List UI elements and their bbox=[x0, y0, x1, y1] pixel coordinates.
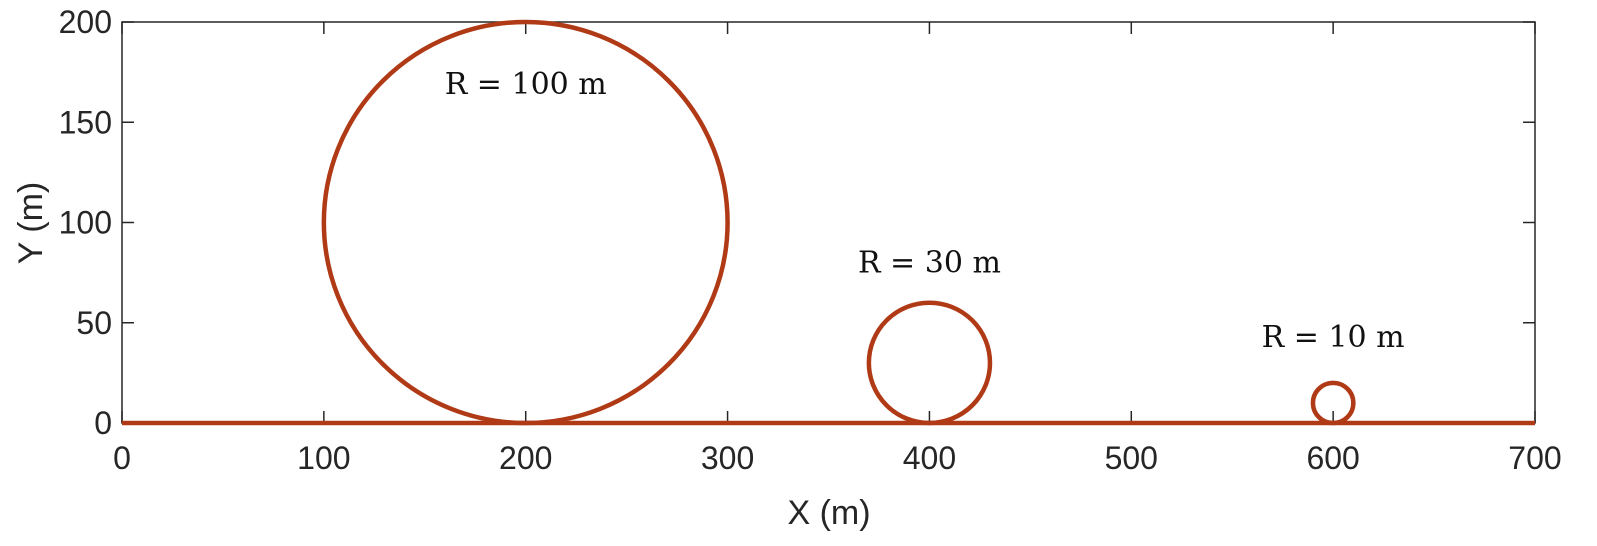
y-tick-label: 0 bbox=[94, 405, 112, 441]
labels-layer: R = 100 m R = 30 m R = 10 m bbox=[445, 67, 1405, 355]
circle-loop-3 bbox=[1310, 380, 1356, 426]
y-tick-label: 100 bbox=[59, 205, 112, 241]
axes-layer: 0 100 200 300 400 500 600 700 0 50 100 150 200 bbox=[59, 4, 1562, 476]
circle-radius-label-2: R = 30 m bbox=[858, 246, 1001, 281]
x-tick-label: 500 bbox=[1105, 440, 1158, 476]
x-tick-label: 400 bbox=[903, 440, 956, 476]
circle-radius-label-3: R = 10 m bbox=[1262, 320, 1405, 355]
circle-radius-label-1: R = 100 m bbox=[445, 67, 607, 102]
circle-loop-2 bbox=[866, 300, 993, 426]
series-layer bbox=[122, 19, 1535, 426]
y-tick-label: 200 bbox=[59, 4, 112, 40]
x-tick-label: 700 bbox=[1508, 440, 1561, 476]
y-axis-title: Y (m) bbox=[12, 182, 50, 264]
x-tick-label: 100 bbox=[297, 440, 350, 476]
x-axis-title: X (m) bbox=[787, 494, 870, 532]
y-tick-label: 150 bbox=[59, 104, 112, 140]
x-tick-label: 300 bbox=[701, 440, 754, 476]
x-tick-label: 0 bbox=[113, 440, 131, 476]
y-tick-label: 50 bbox=[76, 305, 112, 341]
circle-loop-1 bbox=[321, 19, 730, 426]
x-tick-label: 200 bbox=[499, 440, 552, 476]
plot-frame bbox=[121, 21, 1536, 424]
x-tick-label: 600 bbox=[1306, 440, 1359, 476]
